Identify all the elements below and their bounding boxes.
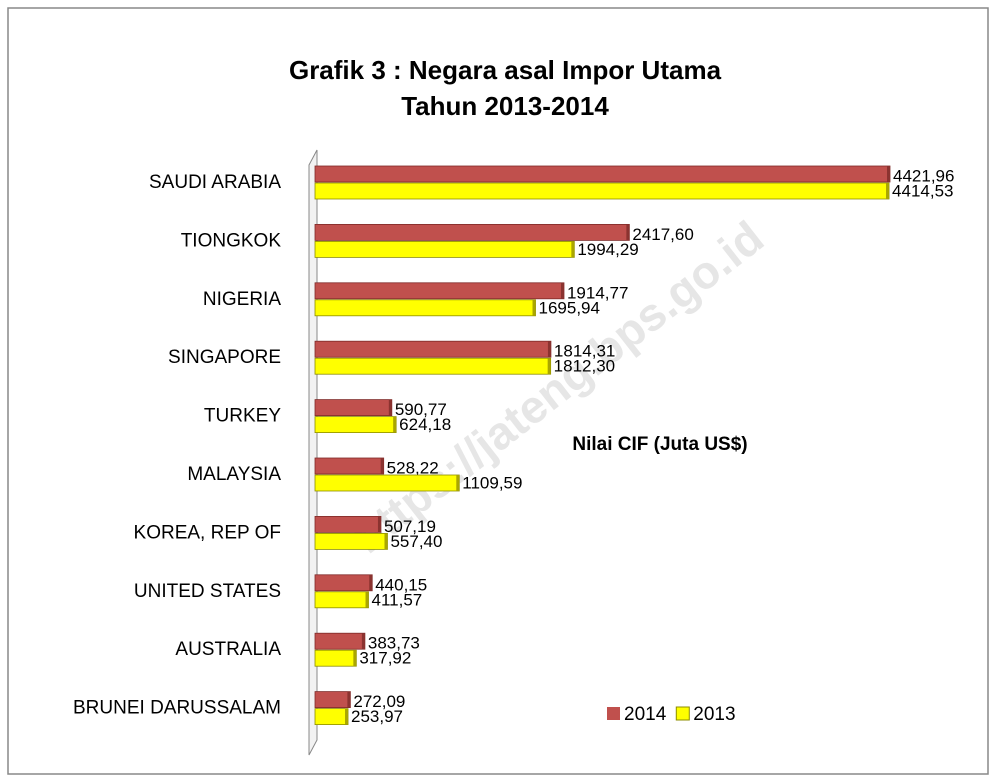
value-label: 528,22 [387, 458, 439, 477]
bar-edge [380, 458, 384, 474]
bar [314, 223, 630, 241]
y-tick-label: NIGERIA [203, 289, 281, 310]
bar [314, 399, 393, 417]
bar [314, 632, 366, 650]
bar [314, 457, 385, 475]
bar [314, 282, 565, 300]
legend-label: 2013 [693, 704, 735, 725]
bar [314, 340, 552, 358]
y-tick-label: KOREA, REP OF [134, 522, 281, 543]
value-label: 1994,29 [577, 240, 638, 259]
value-label: 317,92 [359, 649, 411, 668]
bar [314, 474, 460, 492]
bar [314, 533, 388, 550]
legend-swatch [675, 706, 690, 721]
bar [314, 299, 536, 317]
value-label: 1812,30 [554, 357, 615, 376]
y-tick-label: SAUDI ARABIA [149, 172, 281, 193]
value-label: 440,15 [375, 575, 427, 594]
bar [314, 591, 369, 609]
value-label: 383,73 [368, 634, 420, 653]
bar [314, 416, 397, 434]
y-tick-label: AUSTRALIA [175, 639, 281, 660]
legend-swatch [607, 707, 620, 720]
value-label: 2417,60 [632, 225, 693, 244]
bar-edge [547, 358, 551, 375]
value-label: 507,19 [384, 517, 436, 536]
bar-edge [887, 166, 890, 182]
bar-edge [345, 708, 349, 725]
bar [314, 574, 373, 592]
value-label: 1814,31 [554, 342, 615, 361]
value-label: 4414,53 [892, 181, 953, 200]
bar-edge [347, 691, 351, 708]
bar [314, 516, 382, 533]
bar-edge [626, 224, 630, 241]
y-tick-label: TIONGKOK [181, 230, 282, 251]
annotation: Nilai CIF (Juta US$) [572, 434, 747, 455]
bar-edge [532, 299, 536, 316]
bar [314, 691, 351, 708]
bar-edge [353, 650, 357, 667]
bar-edge [388, 399, 392, 416]
bar [314, 182, 890, 200]
bar [314, 240, 575, 258]
value-label: 557,40 [390, 532, 442, 551]
bar [314, 649, 357, 667]
bar [314, 357, 552, 375]
chart-title: Grafik 3 : Negara asal Impor Utama [289, 55, 722, 85]
bar-edge [369, 574, 373, 591]
value-label: 1109,59 [462, 473, 522, 492]
legend-label: 2014 [624, 704, 667, 725]
bar-edge [377, 516, 381, 533]
bar-edge [393, 416, 397, 433]
chart-frame [7, 7, 989, 775]
y-tick-label: TURKEY [204, 406, 281, 427]
bar-edge [365, 591, 369, 608]
y-tick-label: BRUNEI DARUSSALAM [73, 698, 281, 719]
value-label: 590,77 [395, 400, 447, 419]
bar-edge [456, 475, 460, 491]
bar-edge [571, 241, 575, 258]
bar-edge [361, 633, 365, 650]
value-label: 411,57 [372, 590, 423, 609]
chart-subtitle: Tahun 2013-2014 [401, 91, 609, 121]
y-tick-label: UNITED STATES [134, 581, 281, 602]
value-label: 4421,96 [893, 166, 954, 185]
value-label: 253,97 [351, 707, 403, 726]
bar-edge [560, 282, 564, 299]
value-label: 1914,77 [567, 283, 628, 302]
bar [314, 708, 349, 725]
y-tick-label: SINGAPORE [168, 347, 281, 368]
bar-edge [547, 341, 551, 358]
value-label: 624,18 [399, 415, 451, 434]
value-label: 1695,94 [539, 298, 600, 317]
y-tick-label: MALAYSIA [187, 464, 281, 485]
bar-edge [886, 183, 890, 199]
value-label: 272,09 [353, 692, 405, 711]
bar-edge [384, 533, 388, 550]
bar [314, 165, 891, 183]
